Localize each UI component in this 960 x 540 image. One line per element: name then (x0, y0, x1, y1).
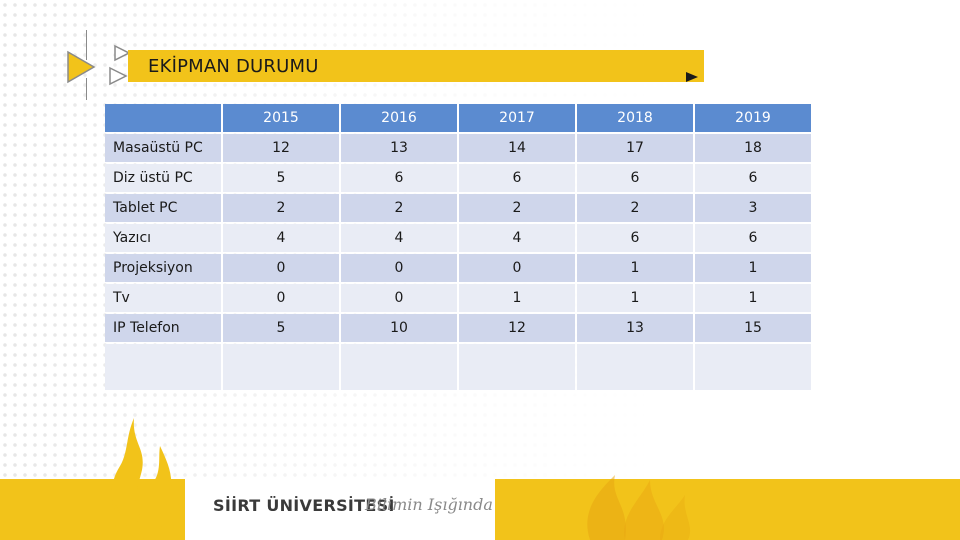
play-triangle-icon (67, 50, 96, 84)
row-label: Projeksiyon (105, 254, 221, 282)
table-cell-empty (341, 344, 457, 390)
table-cell-empty (105, 344, 221, 390)
table-cell: 1 (695, 284, 811, 312)
table-cell: 18 (695, 134, 811, 162)
table-cell: 4 (459, 224, 575, 252)
table-cell: 10 (341, 314, 457, 342)
table-cell: 0 (341, 284, 457, 312)
table-cell: 5 (223, 164, 339, 192)
row-label: Masaüstü PC (105, 134, 221, 162)
table-header-cell (105, 104, 221, 132)
table-cell: 1 (577, 254, 693, 282)
table-row: Diz üstü PC 5 6 6 6 6 (105, 164, 811, 192)
table-cell: 4 (341, 224, 457, 252)
table-cell-empty (695, 344, 811, 390)
play-triangle-small-icon-2 (109, 66, 128, 86)
table-header-cell: 2019 (695, 104, 811, 132)
table-cell: 2 (223, 194, 339, 222)
title-banner (128, 50, 704, 82)
table-cell: 0 (223, 284, 339, 312)
table-row: Yazıcı 4 4 4 6 6 (105, 224, 811, 252)
table-cell: 12 (223, 134, 339, 162)
divider-line-top (86, 30, 87, 60)
table-cell: 0 (223, 254, 339, 282)
table-cell: 6 (577, 164, 693, 192)
flame-watermark-icon (587, 475, 691, 540)
table-cell: 13 (577, 314, 693, 342)
table-cell: 2 (577, 194, 693, 222)
table-row: Masaüstü PC 12 13 14 17 18 (105, 134, 811, 162)
row-label: Diz üstü PC (105, 164, 221, 192)
play-triangle-small-icon (114, 44, 131, 62)
equipment-table: 2015 2016 2017 2018 2019 Masaüstü PC 12 … (103, 102, 813, 392)
table-cell: 6 (695, 164, 811, 192)
university-name: SİİRT ÜNİVERSİTESİ (213, 496, 395, 515)
table-header-cell: 2015 (223, 104, 339, 132)
table-cell: 0 (341, 254, 457, 282)
table-cell: 6 (459, 164, 575, 192)
table-cell-empty (577, 344, 693, 390)
divider-line-bottom (86, 78, 87, 100)
row-label: Yazıcı (105, 224, 221, 252)
university-slogan: Bilimin Işığında (365, 495, 493, 514)
table-header-row: 2015 2016 2017 2018 2019 (105, 104, 811, 132)
table-cell: 17 (577, 134, 693, 162)
table-cell: 13 (341, 134, 457, 162)
table-cell: 14 (459, 134, 575, 162)
table-row: Projeksiyon 0 0 0 1 1 (105, 254, 811, 282)
table-cell-empty (223, 344, 339, 390)
table-cell: 6 (577, 224, 693, 252)
arrow-right-icon (686, 72, 698, 82)
table-cell: 5 (223, 314, 339, 342)
table-header-cell: 2016 (341, 104, 457, 132)
table-header-cell: 2018 (577, 104, 693, 132)
table-cell: 0 (459, 254, 575, 282)
table-cell-empty (459, 344, 575, 390)
table-cell: 6 (695, 224, 811, 252)
table-cell: 1 (459, 284, 575, 312)
table-row: IP Telefon 5 10 12 13 15 (105, 314, 811, 342)
row-label: Tablet PC (105, 194, 221, 222)
table-row: Tablet PC 2 2 2 2 3 (105, 194, 811, 222)
footer-logo-area (185, 479, 495, 540)
table-cell: 2 (459, 194, 575, 222)
table-cell: 3 (695, 194, 811, 222)
table-header-cell: 2017 (459, 104, 575, 132)
table-row: Tv 0 0 1 1 1 (105, 284, 811, 312)
table-cell: 2 (341, 194, 457, 222)
table-cell: 1 (695, 254, 811, 282)
table-cell: 1 (577, 284, 693, 312)
flame-logo-icon (111, 418, 181, 540)
row-label: IP Telefon (105, 314, 221, 342)
table-cell: 15 (695, 314, 811, 342)
table-cell: 12 (459, 314, 575, 342)
table-cell: 6 (341, 164, 457, 192)
table-row-empty (105, 344, 811, 390)
slide-title: EKİPMAN DURUMU (148, 56, 319, 77)
table-cell: 4 (223, 224, 339, 252)
row-label: Tv (105, 284, 221, 312)
